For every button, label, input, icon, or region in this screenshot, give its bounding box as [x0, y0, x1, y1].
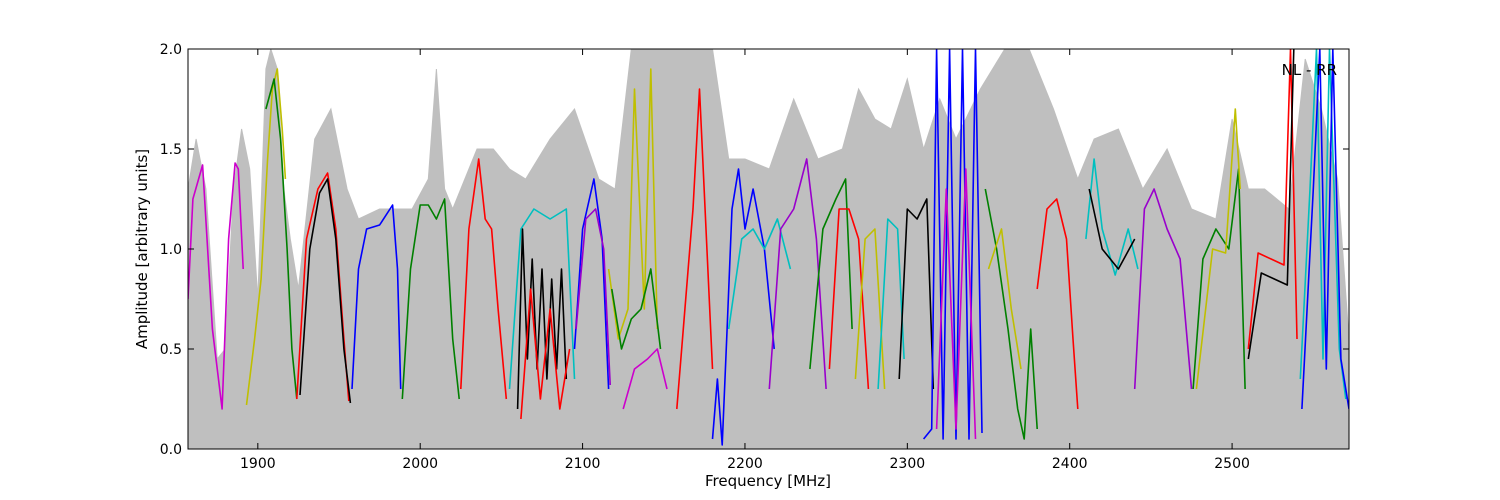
y-tick-label-1.5: 1.5: [160, 142, 182, 158]
y-tick-label-2.0: 2.0: [160, 42, 182, 58]
series-line-16: [622, 348, 668, 410]
series-line-14: [607, 68, 659, 340]
series-line-39: [1301, 49, 1349, 410]
series-line-25: [898, 198, 935, 390]
x-tick-label-2000: 2000: [402, 456, 438, 472]
series-layer: [188, 49, 1349, 446]
y-axis-label: Amplitude [arbitrary units]: [133, 149, 151, 349]
x-tick-label-2300: 2300: [890, 456, 926, 472]
series-line-3: [265, 78, 298, 400]
series-line-13: [575, 208, 611, 386]
series-line-9: [508, 208, 576, 390]
series-line-19: [727, 218, 792, 330]
series-line-10: [516, 228, 568, 410]
series-line-30: [1036, 198, 1079, 410]
series-line-29: [987, 228, 1022, 370]
series-line-36: [1247, 49, 1298, 350]
series-line-24: [877, 218, 905, 390]
series-line-21: [809, 178, 853, 370]
y-tick-label-1.0: 1.0: [160, 242, 182, 258]
series-line-15: [611, 268, 662, 350]
series-line-35: [1195, 108, 1241, 390]
series-line-20: [768, 158, 827, 390]
series-line-6: [351, 204, 402, 390]
series-line-34: [1192, 168, 1246, 390]
series-line-7: [401, 198, 460, 400]
series-line-18: [711, 168, 775, 446]
envelope-layer: [188, 49, 1349, 449]
series-line-1: [188, 162, 244, 410]
x-tick-label-2100: 2100: [565, 456, 601, 472]
annotation-label: NL - RR: [1282, 61, 1337, 79]
series-line-31: [1085, 158, 1139, 276]
series-line-11: [520, 288, 571, 420]
series-line-37: [1247, 49, 1295, 360]
x-tick-label-2400: 2400: [1052, 456, 1088, 472]
x-tick-label-2500: 2500: [1214, 456, 1250, 472]
series-line-23: [854, 228, 886, 390]
ticks-layer: 1900 2000 2100 2200 2300 2400 2500 0.0 0.5 1.0 1.5…: [160, 42, 1349, 472]
series-line-17: [676, 88, 714, 410]
series-line-38: [1299, 49, 1347, 400]
series-line-12: [573, 178, 610, 390]
y-tick-label-0.5: 0.5: [160, 342, 182, 358]
series-line-28: [984, 188, 1038, 440]
series-line-8: [460, 158, 508, 400]
x-axis-label: Frequency [MHz]: [705, 472, 831, 490]
series-line-2: [245, 68, 287, 406]
series-line-33: [1133, 188, 1193, 390]
envelope-area: [188, 49, 1349, 449]
series-line-26: [922, 49, 983, 440]
x-tick-label-1900: 1900: [240, 456, 276, 472]
y-tick-label-0.0: 0.0: [160, 442, 182, 458]
series-line-32: [1088, 188, 1136, 270]
x-tick-label-2200: 2200: [727, 456, 763, 472]
series-line-27: [935, 168, 977, 440]
series-line-5: [299, 178, 352, 404]
